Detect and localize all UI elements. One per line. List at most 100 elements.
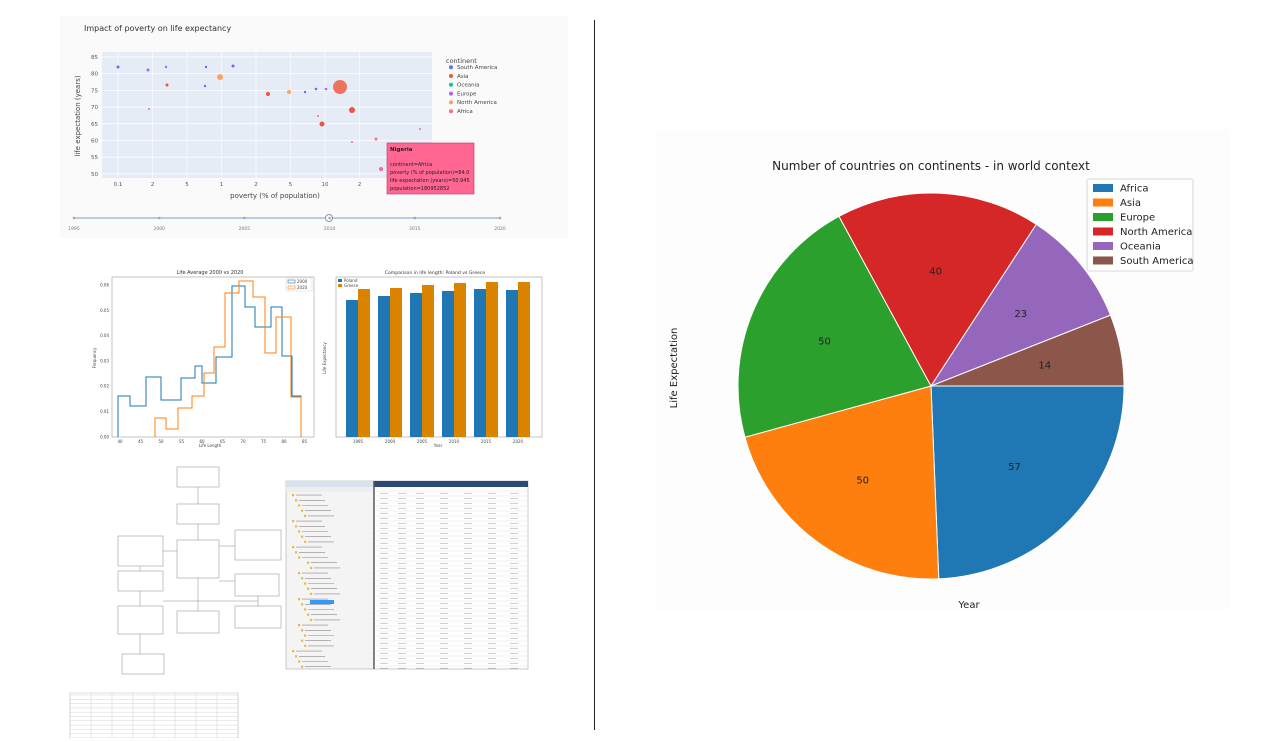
erd-box <box>234 529 282 561</box>
scatter-plot-area <box>102 52 432 178</box>
erd-box <box>176 503 220 525</box>
pie-legend-label[interactable]: Africa <box>1120 184 1149 195</box>
pie-title: Number of countries on continents - in w… <box>772 159 1090 173</box>
pie-legend-label[interactable]: Asia <box>1120 198 1141 209</box>
legend-marker <box>449 65 453 70</box>
histogram-x-tick: 65 <box>220 439 226 444</box>
pie-slice-south-america[interactable] <box>930 314 1125 387</box>
pie-slice-africa[interactable] <box>930 385 1125 580</box>
scatter-point[interactable] <box>231 64 235 68</box>
slider-tick-mark <box>157 216 161 220</box>
scatter-point[interactable] <box>217 74 223 80</box>
pie-legend-swatch <box>1093 227 1113 236</box>
scatter-tooltip: Nigeria continent=Africa poverty (% of p… <box>386 142 475 195</box>
scatter-point[interactable] <box>165 83 169 87</box>
pie-value-label: 57 <box>1008 462 1021 473</box>
slider-tick-label[interactable]: 1995 <box>68 226 80 232</box>
scatter-point[interactable] <box>266 92 270 96</box>
tooltip-title: Nigeria <box>390 147 413 153</box>
scatter-legend-label[interactable]: South America <box>457 65 497 71</box>
histogram-x-tick: 80 <box>281 439 287 444</box>
pie-legend-label[interactable]: Europe <box>1120 213 1155 224</box>
pie-value-label: 50 <box>856 476 869 487</box>
erd-box <box>234 605 282 629</box>
scatter-point[interactable] <box>333 80 347 94</box>
pie-labels: 57 50 50 40 23 14 <box>818 266 1051 486</box>
scatter-point[interactable] <box>204 65 208 69</box>
histogram-y-tick: 0.01 <box>100 409 109 414</box>
year-slider[interactable]: 1995 2000 2005 2010 2015 2020 <box>68 214 506 233</box>
scatter-point[interactable] <box>349 107 355 113</box>
histogram-legend-label: 2020 <box>297 285 308 290</box>
scatter-point[interactable] <box>379 167 383 171</box>
slider-tick-label[interactable]: 2010 <box>324 226 336 232</box>
pie-slice-oceania[interactable] <box>929 223 1112 388</box>
legend-swatch <box>287 285 296 290</box>
scatter-point[interactable] <box>164 65 168 69</box>
pie-slice-europe[interactable] <box>737 215 932 438</box>
bar-legend: Poland Greece <box>338 278 359 288</box>
bar-poland <box>410 293 422 437</box>
slider-tick-label[interactable]: 2015 <box>409 226 421 232</box>
erd-box <box>117 570 164 592</box>
pie-legend-label[interactable]: Oceania <box>1120 242 1161 253</box>
scatter-legend-label[interactable]: Africa <box>457 109 473 115</box>
scatter-legend-label[interactable]: Europe <box>457 91 477 97</box>
slider-tick-label[interactable]: 2000 <box>153 226 165 232</box>
pie-value-label: 14 <box>1038 360 1051 371</box>
bar-title: Comparison in life length: Poland vs Gre… <box>385 270 486 276</box>
histogram-y-tick: 0.00 <box>100 434 109 439</box>
bar-greece <box>518 282 530 437</box>
erd-box <box>176 610 220 634</box>
scatter-point[interactable] <box>317 115 319 117</box>
bar-poland <box>378 296 390 437</box>
scatter-point[interactable] <box>287 90 291 94</box>
bar-x-tick: 2005 <box>417 439 428 444</box>
pie-slice-north-america[interactable] <box>838 192 1038 387</box>
bar-greece <box>390 288 402 437</box>
histogram-x-tick: 85 <box>302 439 308 444</box>
scatter-points <box>116 64 421 171</box>
erd-box <box>176 466 220 488</box>
scatter-title: Impact of poverty on life expectancy <box>84 24 231 33</box>
slider-tick-label[interactable]: 2020 <box>494 226 506 232</box>
scatter-point[interactable] <box>324 87 328 91</box>
legend-swatch <box>287 279 296 284</box>
scatter-point[interactable] <box>303 90 307 94</box>
pie-legend-box <box>1086 178 1194 272</box>
slider-tick-label[interactable]: 2005 <box>239 226 251 232</box>
scatter-legend-label[interactable]: North America <box>457 100 497 106</box>
scatter-point[interactable] <box>351 141 353 143</box>
scatter-point[interactable] <box>374 137 378 141</box>
db-explorer-thumbnail <box>285 480 529 670</box>
scatter-point[interactable] <box>419 128 421 130</box>
scatter-x-ticks: 0.1 2 5 1 2 5 10 2 <box>114 182 362 188</box>
scatter-x-tick: 0.1 <box>114 182 123 188</box>
scatter-x-tick: 10 <box>322 182 329 188</box>
scatter-grid <box>102 52 432 178</box>
pie-slice-asia[interactable] <box>744 385 940 580</box>
histogram-x-tick: 75 <box>261 439 267 444</box>
bar-greece <box>422 285 434 437</box>
legend-marker <box>449 91 453 96</box>
poverty-scatter-chart: Impact of poverty on life expectancy 858… <box>60 16 568 238</box>
scatter-y-tick: 80 <box>91 72 98 78</box>
scatter-point[interactable] <box>319 121 325 127</box>
histogram-series-2000 <box>117 285 302 437</box>
erd-box <box>117 535 164 567</box>
scatter-legend-label[interactable]: Oceania <box>457 83 480 89</box>
scatter-point[interactable] <box>146 68 150 72</box>
left-collage: Impact of poverty on life expectancy 85 8… <box>60 16 580 739</box>
legend-marker <box>449 82 453 87</box>
scatter-point[interactable] <box>116 65 120 69</box>
erd-box <box>117 605 164 635</box>
pie-legend-swatch <box>1093 198 1113 207</box>
pie-legend-label[interactable]: South America <box>1120 256 1194 267</box>
scatter-y-tick: 70 <box>91 105 98 111</box>
continents-pie-chart: Number of countries on continents - in w… <box>655 130 1230 611</box>
scatter-point[interactable] <box>148 108 150 110</box>
pie-legend-label[interactable]: North America <box>1120 227 1192 238</box>
scatter-point[interactable] <box>203 84 207 88</box>
scatter-legend-label[interactable]: Asia <box>457 74 469 80</box>
scatter-point[interactable] <box>314 87 318 91</box>
